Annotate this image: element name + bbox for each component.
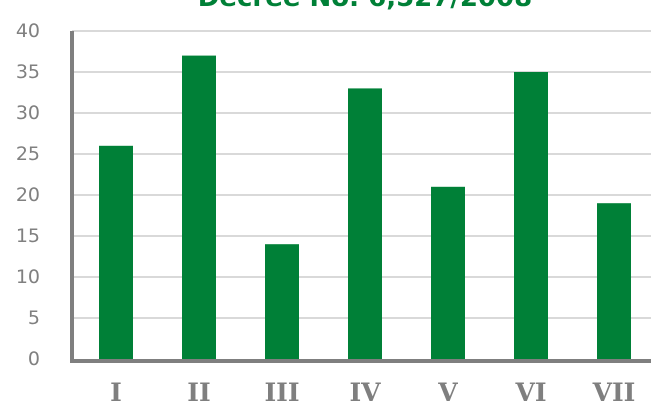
x-tick-label: IV bbox=[349, 378, 381, 403]
bar-II bbox=[182, 55, 216, 359]
y-axis-tick-labels: 0 5 10 15 20 25 30 35 40 bbox=[16, 20, 40, 370]
y-tick-label: 40 bbox=[16, 20, 40, 42]
bar-VI bbox=[514, 72, 548, 359]
x-tick-label: II bbox=[187, 378, 210, 403]
x-tick-label: V bbox=[437, 378, 458, 403]
bar-III bbox=[265, 244, 299, 359]
chart-title: Decree No. 6,527/2008 bbox=[198, 0, 532, 13]
x-tick-label: VI bbox=[514, 378, 546, 403]
x-tick-label: III bbox=[264, 378, 299, 403]
bar-IV bbox=[348, 88, 382, 360]
x-axis-tick-labels: I II III IV V VI VII bbox=[110, 378, 635, 403]
y-tick-label: 15 bbox=[16, 225, 40, 247]
y-tick-label: 0 bbox=[28, 348, 40, 370]
bars bbox=[99, 55, 631, 360]
y-tick-label: 5 bbox=[28, 307, 40, 329]
axes bbox=[70, 31, 651, 363]
y-tick-label: 25 bbox=[16, 143, 40, 165]
bar-I bbox=[99, 145, 133, 359]
y-tick-label: 20 bbox=[16, 184, 40, 206]
x-tick-label: I bbox=[110, 378, 122, 403]
y-tick-label: 10 bbox=[16, 266, 40, 288]
y-tick-label: 30 bbox=[16, 102, 40, 124]
y-tick-label: 35 bbox=[16, 61, 40, 83]
bar-VII bbox=[597, 203, 631, 359]
x-tick-label: VII bbox=[592, 378, 636, 403]
bar-V bbox=[431, 186, 465, 359]
